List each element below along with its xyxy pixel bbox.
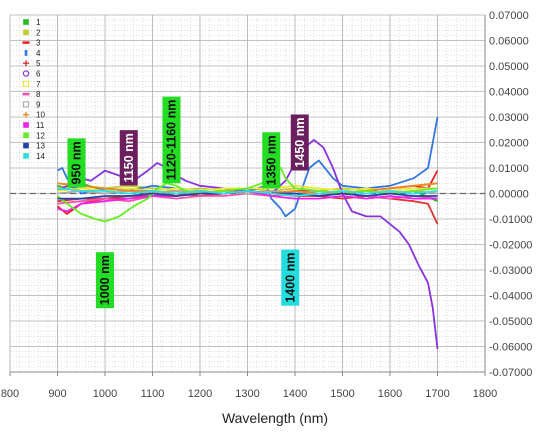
annotation-3: 1350 nm [262,132,281,189]
x-tick-label: 1100 [141,388,165,400]
annotation-6: 1400 nm [281,249,300,306]
annotation-label: 1000 nm [98,255,112,305]
legend-label-6: 6 [36,70,41,79]
annotation-5: 1000 nm [96,252,114,309]
y-tick-label: 0.01000 [489,163,529,175]
y-tick-label: 0.04000 [489,87,529,99]
annotations: 950 nm 1150 nm 1120-1160 nm 1350 nm 1450 nm 1… [67,96,309,309]
x-tick-label: 900 [48,388,66,400]
legend-marker-3 [22,41,30,44]
x-tick-label: 800 [1,388,19,400]
legend-marker-10 [23,111,29,118]
y-tick-label: -0.04000 [489,291,532,303]
legend-label-12: 12 [36,131,45,140]
y-tick-label: -0.06000 [489,342,532,354]
legend-label-2: 2 [36,28,41,37]
annotation-box [67,138,86,188]
y-tick-label: 0.06000 [489,36,529,48]
annotation-4: 1450 nm [290,114,309,171]
series-lines [56,116,439,350]
legend-marker-6 [22,70,30,77]
y-tick-label: -0.05000 [489,316,532,328]
legend-marker-11 [23,122,29,128]
legend-label-7: 7 [36,80,41,89]
annotation-2: 1120-1160 nm [162,96,181,184]
x-tick-label: 1800 [473,388,497,400]
legend-label-13: 13 [36,142,45,151]
x-axis-label: Wavelength (nm) [221,410,329,426]
y-tick-label: -0.01000 [489,214,532,226]
y-tick-label: -0.07000 [489,367,532,379]
annotation-label: 1450 nm [293,117,307,167]
legend-label-3: 3 [36,39,41,48]
series-line-14 [57,187,438,197]
legend-marker-1 [23,19,29,25]
legend-marker-13 [23,142,29,149]
legend-label-14: 14 [36,152,45,161]
annotation-label: 1120-1160 nm [165,100,179,181]
annotation-label: 1350 nm [264,135,278,185]
x-tick-label: 1300 [235,388,259,400]
legend-marker-4 [24,49,28,56]
legend-marker-7 [22,80,30,87]
annotation-label: 1400 nm [283,253,297,303]
legend-label-5: 5 [36,59,41,68]
legend-label-11: 11 [36,121,45,130]
legend-marker-2 [23,29,29,36]
legend-label-9: 9 [36,100,41,109]
legend-marker-5 [23,60,29,67]
annotation-0: 950 nm [67,138,86,188]
y-tick-label: 0.07000 [489,10,529,22]
annotation-box [119,130,138,186]
legend-label-8: 8 [36,90,41,99]
legend-marker-9 [22,101,30,108]
annotation-1: 1150 nm [119,130,138,186]
legend-marker-8 [22,92,30,96]
x-tick-label: 1200 [188,388,212,400]
x-tick-label: 1000 [93,388,117,400]
annotation-box [96,252,114,309]
annotation-box [281,249,300,306]
legend-label-10: 10 [36,111,45,120]
x-tick-label: 1600 [378,388,402,400]
legend-marker-14 [23,153,29,159]
annotation-label: 950 nm [70,141,84,184]
x-tick-label: 1700 [425,388,449,400]
annotation-box [262,132,281,189]
y-tick-label: 0.00000 [489,189,529,201]
legend-label-4: 4 [36,49,41,58]
x-tick-label: 1400 [283,388,307,400]
y-tick-label: -0.03000 [489,265,532,277]
legend-marker-12 [23,132,29,139]
y-tick-label: -0.02000 [489,240,532,252]
y-tick-label: 0.03000 [489,112,529,124]
x-tick-label: 1500 [330,388,354,400]
legend-label-1: 1 [36,18,41,27]
y-tick-label: 0.02000 [489,138,529,150]
annotation-box [290,114,309,171]
annotation-label: 1150 nm [122,133,136,182]
annotation-box [162,96,181,184]
y-tick-label: 0.05000 [489,61,529,73]
grid [9,14,486,373]
